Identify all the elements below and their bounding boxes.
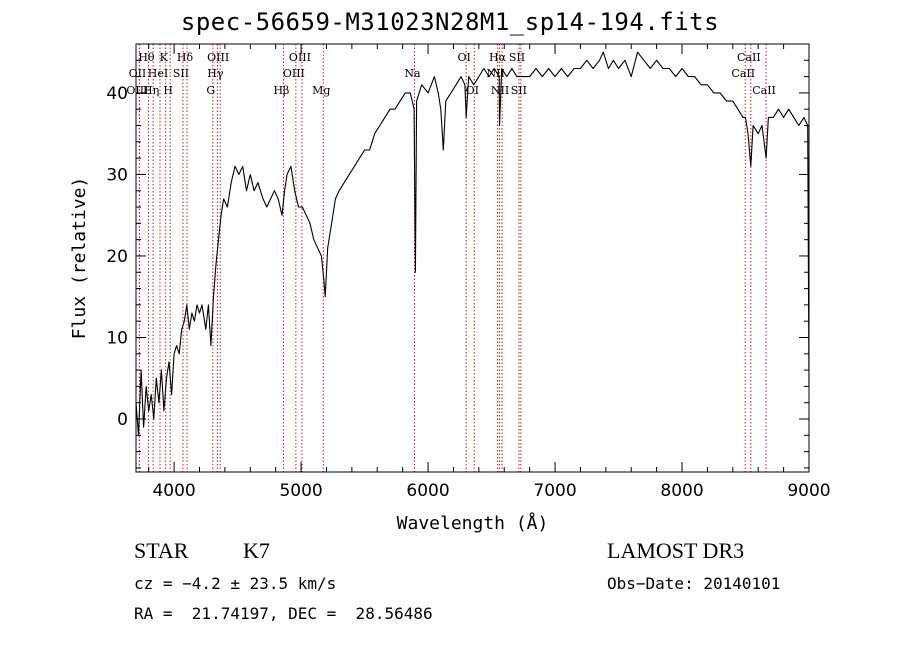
line-label-20: SII: [509, 51, 525, 64]
y-tick-label-2: 20: [106, 247, 128, 267]
line-label-6: H: [163, 84, 173, 97]
line-label-4: HeI: [148, 67, 168, 80]
x-tick-label-0: 4000: [152, 481, 195, 501]
coordinates-text: RA = 21.74197, DEC = 28.56486: [134, 604, 433, 623]
y-tick-label-1: 10: [106, 328, 128, 348]
line-label-9: OIII: [207, 51, 229, 64]
x-tick-label-4: 8000: [660, 481, 703, 501]
line-label-5: Hη: [143, 84, 159, 97]
spectrum-line: [135, 51, 810, 436]
line-label-17: OI: [457, 51, 470, 64]
line-label-13: OIII: [289, 51, 311, 64]
line-label-1: OII: [129, 67, 147, 80]
line-label-21: NII: [486, 67, 504, 80]
object-type: STAR: [134, 538, 189, 563]
plot-frame: [135, 43, 810, 473]
chart-title: spec-56659-M31023N28M1_sp14-194.fits: [180, 8, 720, 36]
line-label-26: CaII: [752, 84, 776, 97]
line-label-18: OI: [466, 84, 479, 97]
line-label-14: OIII: [283, 67, 305, 80]
line-label-23: SII: [511, 84, 527, 97]
survey-name: LAMOST DR3: [607, 538, 745, 563]
line-label-22: NII: [491, 84, 509, 97]
line-label-16: Na: [404, 67, 421, 80]
line-label-25: CaII: [731, 67, 755, 80]
x-tick-label-3: 7000: [533, 481, 576, 501]
obs-date-text: Obs−Date: 20140101: [607, 574, 781, 593]
line-label-7: SII: [173, 67, 189, 80]
y-tick-label-3: 30: [106, 165, 128, 185]
redshift-text: cz = −4.2 ± 23.5 km/s: [134, 574, 337, 593]
x-axis-label: Wavelength (Å): [397, 512, 549, 534]
line-label-10: Hγ: [207, 67, 224, 80]
line-label-8: Hδ: [177, 51, 194, 64]
line-label-2: OIII: [126, 84, 148, 97]
line-label-11: G: [206, 84, 215, 97]
line-label-15: Mg: [312, 84, 330, 97]
line-label-24: CaII: [737, 51, 761, 64]
line-label-3: K: [160, 51, 169, 64]
object-subclass: K7: [243, 538, 270, 563]
x-tick-label-1: 5000: [279, 481, 322, 501]
x-tick-label-2: 6000: [406, 481, 449, 501]
line-label-0: Hθ: [138, 51, 155, 64]
line-label-12: Hβ: [273, 84, 289, 97]
line-label-19: Hα: [489, 51, 507, 64]
y-axis-label: Flux (relative): [69, 177, 90, 340]
y-tick-label-0: 0: [117, 410, 128, 430]
x-tick-label-5: 9000: [787, 481, 830, 501]
y-tick-label-4: 40: [106, 84, 128, 104]
